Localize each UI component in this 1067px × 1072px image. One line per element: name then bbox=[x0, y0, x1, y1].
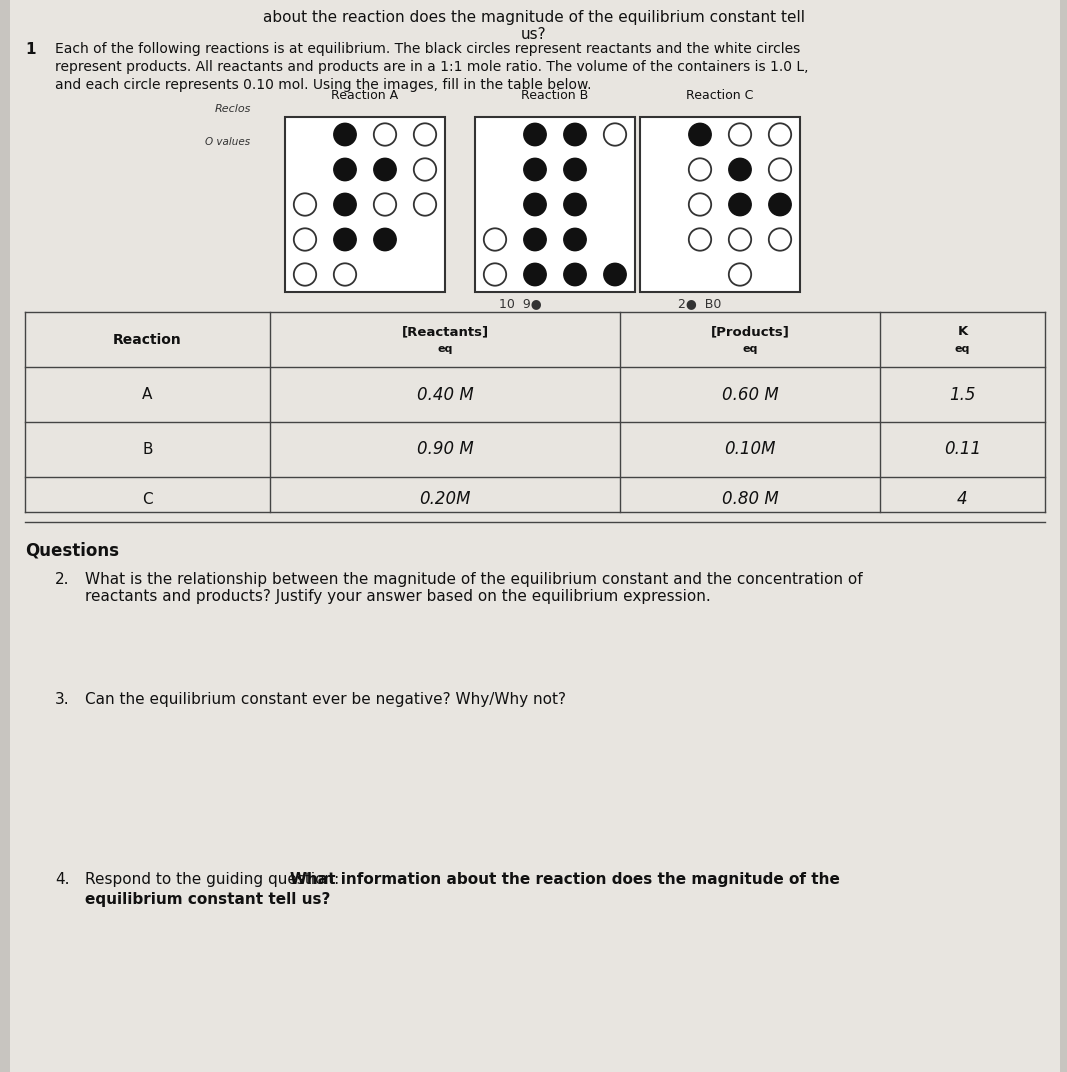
Circle shape bbox=[524, 159, 546, 181]
Text: and each circle represents 0.10 mol. Using the images, fill in the table below.: and each circle represents 0.10 mol. Usi… bbox=[55, 78, 591, 92]
Circle shape bbox=[483, 264, 506, 286]
FancyBboxPatch shape bbox=[285, 117, 445, 292]
Text: eq: eq bbox=[437, 344, 452, 355]
Text: equilibrium constant tell us?: equilibrium constant tell us? bbox=[85, 892, 331, 907]
Text: C: C bbox=[142, 492, 153, 507]
Text: represent products. All reactants and products are in a 1:1 mole ratio. The volu: represent products. All reactants and pr… bbox=[55, 60, 809, 74]
Text: Questions: Questions bbox=[25, 542, 120, 560]
Circle shape bbox=[483, 228, 506, 251]
Circle shape bbox=[334, 228, 356, 251]
Text: eq: eq bbox=[955, 344, 970, 355]
Text: 10  9●: 10 9● bbox=[498, 297, 541, 310]
Circle shape bbox=[769, 159, 792, 181]
Text: What is the relationship between the magnitude of the equilibrium constant and t: What is the relationship between the mag… bbox=[85, 572, 862, 605]
Text: K: K bbox=[957, 325, 968, 338]
Text: 1.5: 1.5 bbox=[950, 386, 975, 403]
FancyBboxPatch shape bbox=[475, 117, 635, 292]
Text: A: A bbox=[142, 387, 153, 402]
Text: B: B bbox=[142, 442, 153, 457]
Circle shape bbox=[293, 264, 316, 286]
Text: [Products]: [Products] bbox=[711, 325, 790, 338]
Circle shape bbox=[373, 123, 396, 146]
Circle shape bbox=[729, 123, 751, 146]
Circle shape bbox=[524, 264, 546, 286]
Circle shape bbox=[604, 264, 626, 286]
Text: 4: 4 bbox=[957, 491, 968, 508]
Circle shape bbox=[414, 159, 436, 181]
FancyBboxPatch shape bbox=[640, 117, 800, 292]
Text: Reaction A: Reaction A bbox=[332, 89, 399, 102]
Circle shape bbox=[729, 193, 751, 215]
Text: 0.60 M: 0.60 M bbox=[721, 386, 778, 403]
Text: 1: 1 bbox=[25, 42, 35, 57]
Circle shape bbox=[524, 193, 546, 215]
Text: Reclos: Reclos bbox=[214, 104, 252, 114]
Text: 2●  B0: 2● B0 bbox=[679, 297, 721, 310]
Circle shape bbox=[563, 264, 586, 286]
Text: 0.80 M: 0.80 M bbox=[721, 491, 778, 508]
Text: us?: us? bbox=[521, 27, 546, 42]
Circle shape bbox=[689, 193, 712, 215]
Circle shape bbox=[524, 123, 546, 146]
Text: 0.90 M: 0.90 M bbox=[416, 441, 474, 459]
Circle shape bbox=[373, 159, 396, 181]
Text: 4.: 4. bbox=[55, 872, 69, 887]
Circle shape bbox=[563, 193, 586, 215]
Text: 0.10M: 0.10M bbox=[724, 441, 776, 459]
Text: Reaction C: Reaction C bbox=[686, 89, 753, 102]
Circle shape bbox=[689, 123, 712, 146]
Circle shape bbox=[729, 228, 751, 251]
Text: 0.40 M: 0.40 M bbox=[416, 386, 474, 403]
Circle shape bbox=[334, 264, 356, 286]
Text: Respond to the guiding question:: Respond to the guiding question: bbox=[85, 872, 345, 887]
Text: Each of the following reactions is at equilibrium. The black circles represent r: Each of the following reactions is at eq… bbox=[55, 42, 800, 56]
Circle shape bbox=[334, 123, 356, 146]
Text: about the reaction does the magnitude of the equilibrium constant tell: about the reaction does the magnitude of… bbox=[262, 10, 805, 25]
Text: Can the equilibrium constant ever be negative? Why/Why not?: Can the equilibrium constant ever be neg… bbox=[85, 693, 566, 708]
Circle shape bbox=[769, 228, 792, 251]
Circle shape bbox=[563, 159, 586, 181]
Text: 3.: 3. bbox=[55, 693, 69, 708]
Circle shape bbox=[769, 193, 792, 215]
Circle shape bbox=[689, 159, 712, 181]
Circle shape bbox=[524, 228, 546, 251]
Text: What information about the reaction does the magnitude of the: What information about the reaction does… bbox=[289, 872, 840, 887]
Circle shape bbox=[769, 123, 792, 146]
Text: eq: eq bbox=[743, 344, 758, 355]
Text: [Reactants]: [Reactants] bbox=[401, 325, 489, 338]
FancyBboxPatch shape bbox=[10, 0, 1060, 1072]
Text: Reaction B: Reaction B bbox=[522, 89, 589, 102]
Circle shape bbox=[414, 123, 436, 146]
Text: O values: O values bbox=[205, 137, 250, 147]
Circle shape bbox=[414, 193, 436, 215]
Circle shape bbox=[334, 159, 356, 181]
Circle shape bbox=[373, 193, 396, 215]
Circle shape bbox=[293, 228, 316, 251]
Text: 2.: 2. bbox=[55, 572, 69, 587]
Text: 0.11: 0.11 bbox=[944, 441, 981, 459]
Text: 0.20M: 0.20M bbox=[419, 491, 471, 508]
Circle shape bbox=[293, 193, 316, 215]
Circle shape bbox=[334, 193, 356, 215]
Circle shape bbox=[729, 264, 751, 286]
Text: Reaction: Reaction bbox=[113, 332, 181, 346]
Circle shape bbox=[563, 228, 586, 251]
Circle shape bbox=[604, 123, 626, 146]
Circle shape bbox=[729, 159, 751, 181]
Circle shape bbox=[689, 228, 712, 251]
Circle shape bbox=[563, 123, 586, 146]
Circle shape bbox=[373, 228, 396, 251]
